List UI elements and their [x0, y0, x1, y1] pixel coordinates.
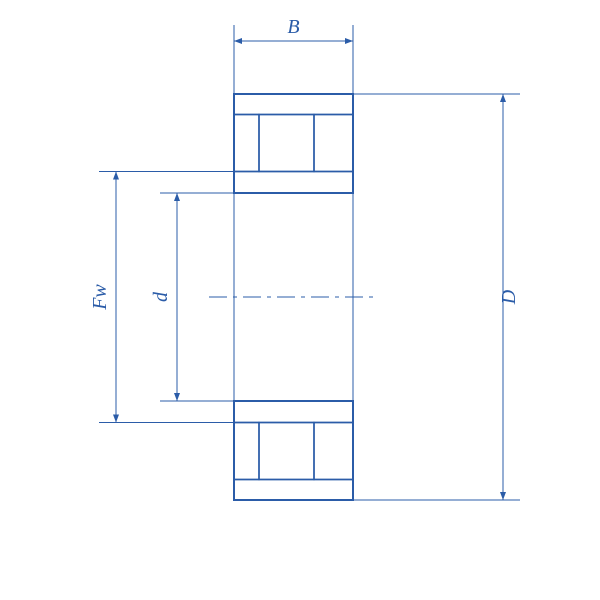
roller-top	[259, 115, 314, 172]
outer-ring-bottom-body	[234, 480, 353, 501]
bottom-block-outline	[234, 401, 353, 500]
outer-ring-bottom-flange-right	[314, 423, 353, 480]
dim-dbore-label: d	[150, 291, 172, 302]
outer-ring-top-body	[234, 94, 353, 115]
dim-b-label: B	[287, 16, 299, 38]
dim-fw-label: Fw	[89, 284, 111, 311]
inner-ring-top	[234, 172, 353, 194]
dim-d-label: D	[498, 289, 520, 305]
outer-ring-bottom-flange-left	[234, 423, 259, 480]
outer-ring-top-flange-left	[234, 115, 259, 172]
inner-ring-bottom	[234, 401, 353, 423]
top-block-outline	[234, 94, 353, 193]
roller-bottom	[259, 423, 314, 480]
bearing-cross-section-diagram: B Dd Fw	[0, 0, 600, 600]
outer-ring-top-flange-right	[314, 115, 353, 172]
